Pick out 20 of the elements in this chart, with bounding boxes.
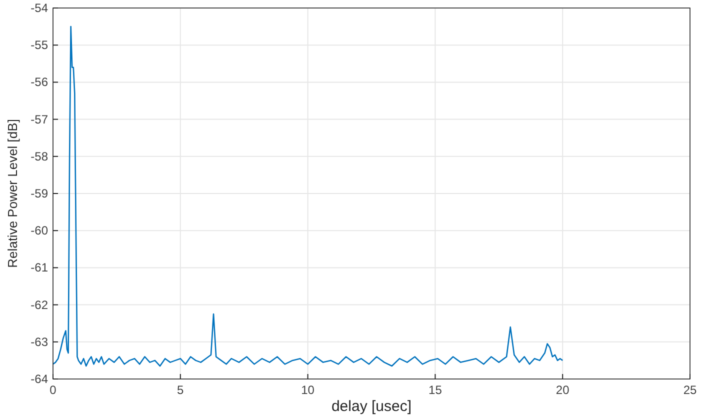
x-tick-label: 25 xyxy=(683,383,697,397)
y-tick-label: -58 xyxy=(30,149,48,164)
line-series xyxy=(52,26,564,367)
x-tick-label: 10 xyxy=(301,383,315,397)
y-tick-label: -54 xyxy=(30,1,48,15)
y-tick-label: -62 xyxy=(30,298,48,312)
y-tick-label: -55 xyxy=(30,38,48,52)
x-tick-label: 20 xyxy=(556,383,570,397)
y-tick-label: -60 xyxy=(30,224,48,238)
y-tick-label: -64 xyxy=(30,372,48,386)
x-tick-label: 0 xyxy=(50,383,57,397)
y-tick-label: -56 xyxy=(30,75,48,90)
y-tick-label: -57 xyxy=(30,112,48,126)
y-tick-label: -59 xyxy=(30,186,48,200)
x-tick-label: 5 xyxy=(177,383,184,397)
x-tick-label: 15 xyxy=(428,383,442,397)
y-tick-label: -61 xyxy=(30,260,48,275)
y-axis-title: Relative Power Level [dB] xyxy=(5,119,20,268)
y-tick-label: -63 xyxy=(30,334,48,349)
x-axis-title: delay [usec] xyxy=(331,398,412,415)
